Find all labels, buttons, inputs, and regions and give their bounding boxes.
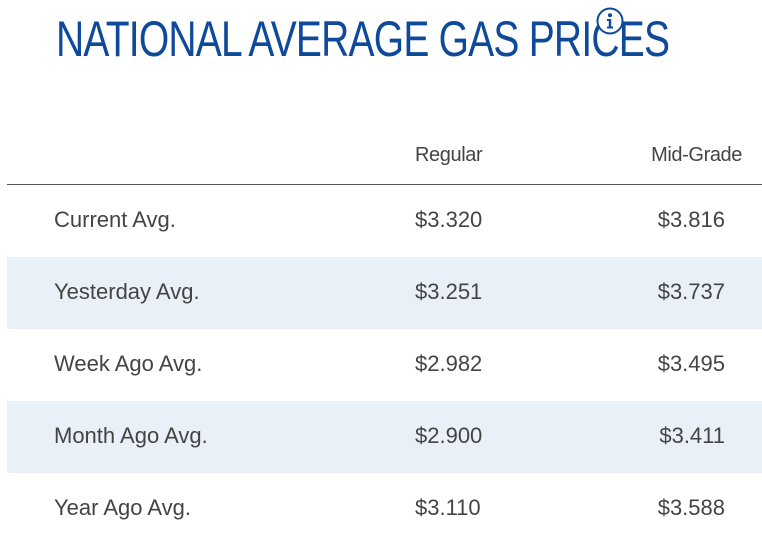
regular-price: $3.110: [415, 495, 481, 520]
table-row: Month Ago Avg. $2.900 $3.411: [7, 401, 762, 473]
row-label: Yesterday Avg.: [54, 279, 200, 304]
table-header: Regular Mid-Grade: [7, 132, 762, 185]
gas-prices-table: Regular Mid-Grade Current Avg. $3.320 $3…: [7, 132, 762, 545]
row-label: Year Ago Avg.: [54, 495, 192, 520]
title-wrap: NATIONAL AVERAGE GAS PRICES: [56, 10, 762, 68]
mid-grade-price: $3.411: [659, 423, 725, 448]
regular-price: $3.251: [415, 279, 483, 304]
row-label: Month Ago Avg.: [54, 423, 208, 448]
mid-grade-price: $3.588: [657, 495, 725, 520]
table-row: Current Avg. $3.320 $3.816: [7, 185, 762, 257]
mid-grade-price: $3.737: [657, 279, 725, 304]
regular-price: $2.982: [415, 351, 483, 376]
row-label: Current Avg.: [54, 207, 176, 232]
row-label: Week Ago Avg.: [54, 351, 203, 376]
table-row: Year Ago Avg. $3.110 $3.588: [7, 473, 762, 545]
column-header-regular: Regular: [415, 144, 483, 166]
mid-grade-price: $3.495: [657, 351, 725, 376]
column-header-mid-grade: Mid-Grade: [651, 144, 742, 166]
regular-price: $2.900: [415, 423, 483, 448]
info-circle-icon[interactable]: [596, 7, 624, 35]
table-row: Yesterday Avg. $3.251 $3.737: [7, 257, 762, 329]
page-title: NATIONAL AVERAGE GAS PRICES: [56, 11, 670, 67]
mid-grade-price: $3.816: [657, 207, 725, 232]
table-row: Week Ago Avg. $2.982 $3.495: [7, 329, 762, 401]
regular-price: $3.320: [415, 207, 483, 232]
